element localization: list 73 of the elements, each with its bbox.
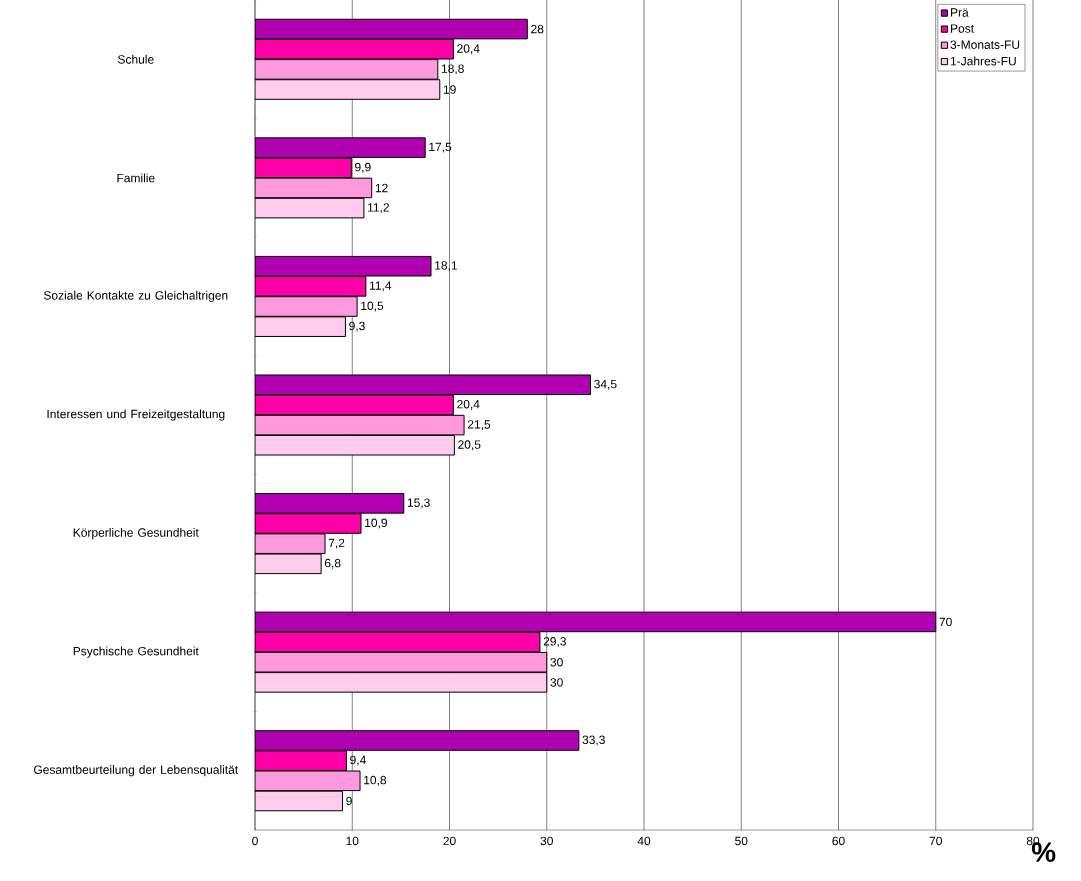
bar (255, 316, 346, 337)
data-label: 9,3 (349, 321, 365, 332)
data-label: 20,5 (458, 440, 481, 451)
data-label: 15,3 (407, 498, 430, 509)
data-label: 9,9 (355, 162, 371, 173)
bar (255, 296, 358, 317)
bar (255, 18, 528, 40)
bar (255, 631, 541, 653)
x-tick-label: 50 (735, 836, 748, 846)
y-tick-label: Soziale Kontakte zu Gleichaltrigen (43, 290, 228, 303)
data-label: 30 (550, 678, 563, 687)
x-tick-label: 40 (637, 836, 651, 846)
data-label: 20,4 (457, 399, 480, 410)
data-label: 34,5 (594, 379, 617, 390)
y-tick-label: Körperliche Gesundheit (73, 527, 199, 540)
legend-label: Post (951, 24, 974, 33)
y-tick-label: Gesamtbeurteilung der Lebensqualität (34, 765, 239, 777)
legend-label: 1-Jahres-FU (950, 56, 1016, 66)
bar (255, 394, 454, 416)
bar (255, 59, 439, 80)
x-tick-label: 20 (443, 836, 456, 846)
data-label: 33,3 (582, 735, 605, 746)
data-label: 18,1 (435, 261, 457, 272)
bar (255, 611, 937, 633)
data-label: 6,8 (324, 558, 341, 569)
bar (255, 750, 347, 771)
bar (255, 434, 455, 456)
data-label: 10,5 (361, 301, 384, 312)
legend-label: Prä (951, 8, 969, 17)
data-label: 28 (531, 24, 544, 34)
data-label: 70 (939, 617, 952, 627)
bar (255, 493, 405, 514)
bar (255, 157, 352, 179)
data-label: 10,9 (365, 518, 387, 529)
bar (255, 177, 373, 199)
bar (255, 38, 454, 60)
y-tick-label: Psychische Gesundheit (73, 646, 199, 658)
bar (255, 730, 580, 751)
bar (255, 513, 362, 534)
y-tick-label: Interessen und Freizeitgestaltung (47, 409, 225, 421)
bar (255, 790, 344, 812)
bar (255, 276, 367, 297)
data-label: 10,8 (364, 775, 387, 786)
bar (255, 137, 426, 158)
x-tick-label: 0 (252, 836, 258, 846)
data-label: 30 (550, 657, 563, 667)
y-tick-label: Schule (118, 54, 154, 64)
data-label: 19 (443, 85, 456, 94)
data-label: 17,5 (429, 142, 452, 153)
x-tick-label: 10 (346, 836, 359, 846)
bar (255, 672, 548, 693)
data-label: 12 (375, 183, 388, 193)
x-tick-label: 70 (929, 836, 942, 846)
data-label: 11,2 (368, 203, 389, 214)
data-label: 9 (346, 796, 352, 806)
y-tick-label: Familie (117, 173, 155, 183)
data-label: 21,5 (467, 420, 491, 431)
bar (255, 255, 432, 277)
data-label: 7,2 (328, 538, 345, 549)
data-label: 9,4 (350, 755, 366, 766)
bar (255, 770, 361, 792)
bar (255, 79, 441, 100)
x-tick-label: 60 (832, 836, 845, 846)
x-tick-label: 30 (540, 836, 553, 846)
bar (255, 414, 465, 436)
bar (255, 651, 548, 673)
legend-label: 3-Monats-FU (950, 40, 1020, 49)
bar (255, 374, 592, 396)
data-label: 11,4 (369, 281, 392, 292)
bar (255, 197, 365, 219)
data-label: 20,4 (457, 44, 480, 55)
data-label: 18,8 (441, 64, 464, 75)
data-label: 29,3 (543, 637, 566, 648)
